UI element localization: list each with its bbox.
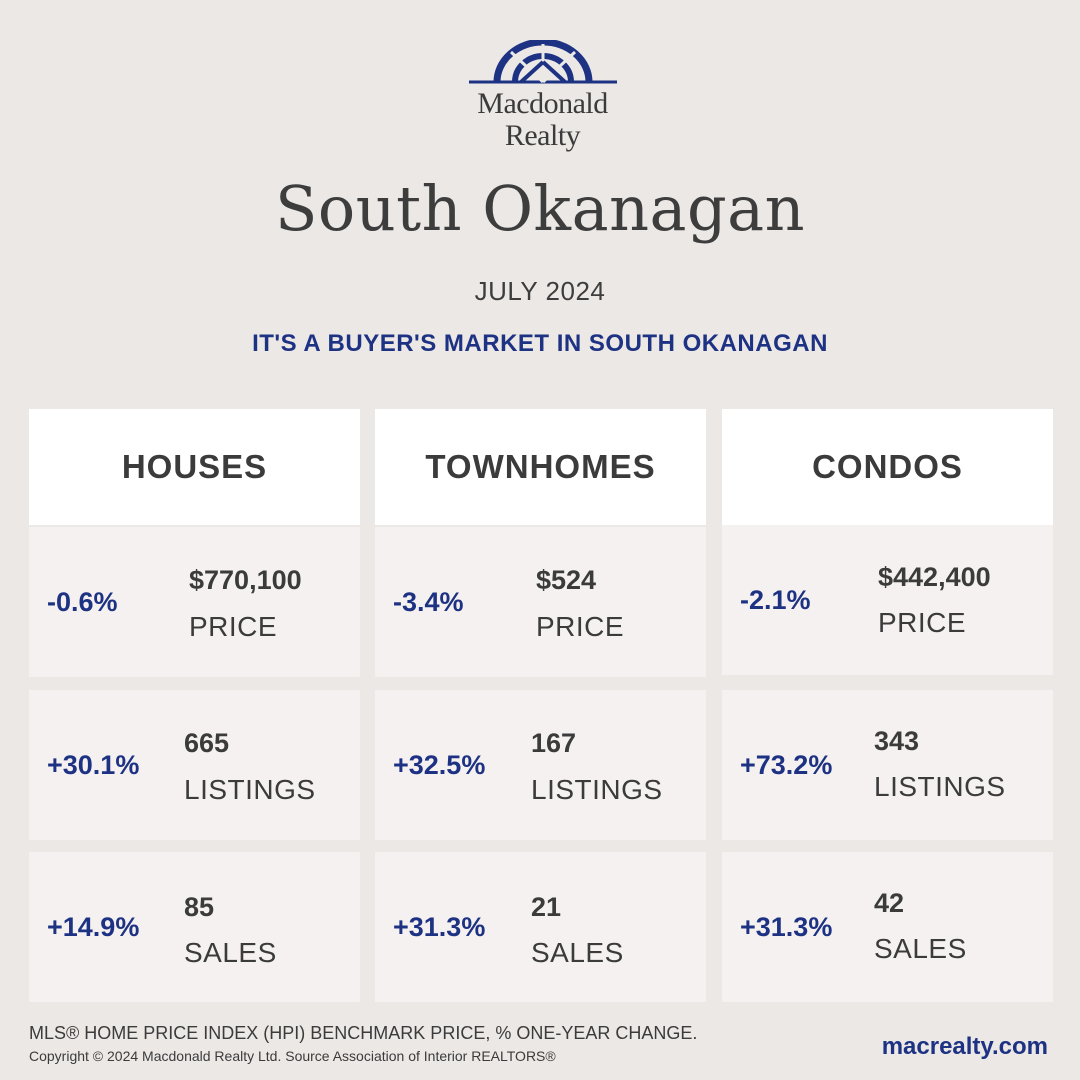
houses-sales-card: +14.9% 85 SALES <box>29 852 360 1002</box>
houses-sales-value: 85 <box>184 892 215 922</box>
condos-price-change: -2.1% <box>740 584 811 615</box>
condos-listings-change: +73.2% <box>740 749 833 780</box>
condos-price-label: PRICE <box>878 607 967 638</box>
houses-price-card: -0.6% $770,100 PRICE <box>29 527 360 677</box>
townhomes-price-label: PRICE <box>536 611 625 642</box>
townhomes-listings-value: 167 <box>531 728 577 758</box>
condos-listings-label: LISTINGS <box>874 771 1006 802</box>
houses-price-change: -0.6% <box>47 586 118 617</box>
houses-price-label: PRICE <box>189 611 278 642</box>
houses-sales-change: +14.9% <box>47 911 140 942</box>
condos-sales-value: 42 <box>874 888 905 918</box>
page-title: South Okanagan <box>274 172 806 245</box>
condos-heading: CONDOS <box>722 409 1053 525</box>
houses-column: HOUSES <box>29 409 360 525</box>
houses-sales-label: SALES <box>184 937 277 968</box>
brand-name-line2: Realty <box>504 119 581 152</box>
condos-sales-card: +31.3% 42 SALES <box>722 852 1053 1002</box>
copyright: Copyright © 2024 Macdonald Realty Ltd. S… <box>29 1048 556 1064</box>
brand-logo: Macdonald Realty <box>460 40 625 165</box>
condos-column: CONDOS <box>722 409 1053 525</box>
houses-heading: HOUSES <box>29 409 360 525</box>
townhomes-listings-label: LISTINGS <box>531 774 663 805</box>
townhomes-listings-change: +32.5% <box>393 749 486 780</box>
houses-listings-card: +30.1% 665 LISTINGS <box>29 690 360 840</box>
townhomes-sales-label: SALES <box>531 937 624 968</box>
condos-sales-label: SALES <box>874 933 967 964</box>
sunburst-logo-icon <box>468 40 617 84</box>
headline: IT'S A BUYER'S MARKET IN SOUTH OKANAGAN <box>252 330 828 357</box>
townhomes-sales-change: +31.3% <box>393 911 486 942</box>
houses-listings-value: 665 <box>184 728 230 758</box>
townhomes-column: TOWNHOMES <box>375 409 706 525</box>
townhomes-price-card: -3.4% $524 PRICE <box>375 527 706 677</box>
report-month: JULY 2024 <box>474 276 606 306</box>
townhomes-sales-card: +31.3% 21 SALES <box>375 852 706 1002</box>
townhomes-listings-card: +32.5% 167 LISTINGS <box>375 690 706 840</box>
condos-sales-change: +31.3% <box>740 911 833 942</box>
townhomes-price-value: $524 <box>536 565 597 595</box>
houses-price-value: $770,100 <box>189 565 302 595</box>
houses-listings-change: +30.1% <box>47 749 140 780</box>
footnote: MLS® HOME PRICE INDEX (HPI) BENCHMARK PR… <box>29 1023 698 1043</box>
condos-listings-card: +73.2% 343 LISTINGS <box>722 690 1053 840</box>
condos-listings-value: 343 <box>874 726 920 756</box>
townhomes-sales-value: 21 <box>531 892 562 922</box>
condos-price-value: $442,400 <box>878 562 991 592</box>
condos-price-card: -2.1% $442,400 PRICE <box>722 525 1053 675</box>
houses-listings-label: LISTINGS <box>184 774 316 805</box>
brand-name-line1: Macdonald <box>477 87 608 120</box>
townhomes-price-change: -3.4% <box>393 586 464 617</box>
townhomes-heading: TOWNHOMES <box>375 409 706 525</box>
website-link[interactable]: macrealty.com <box>881 1033 1048 1060</box>
